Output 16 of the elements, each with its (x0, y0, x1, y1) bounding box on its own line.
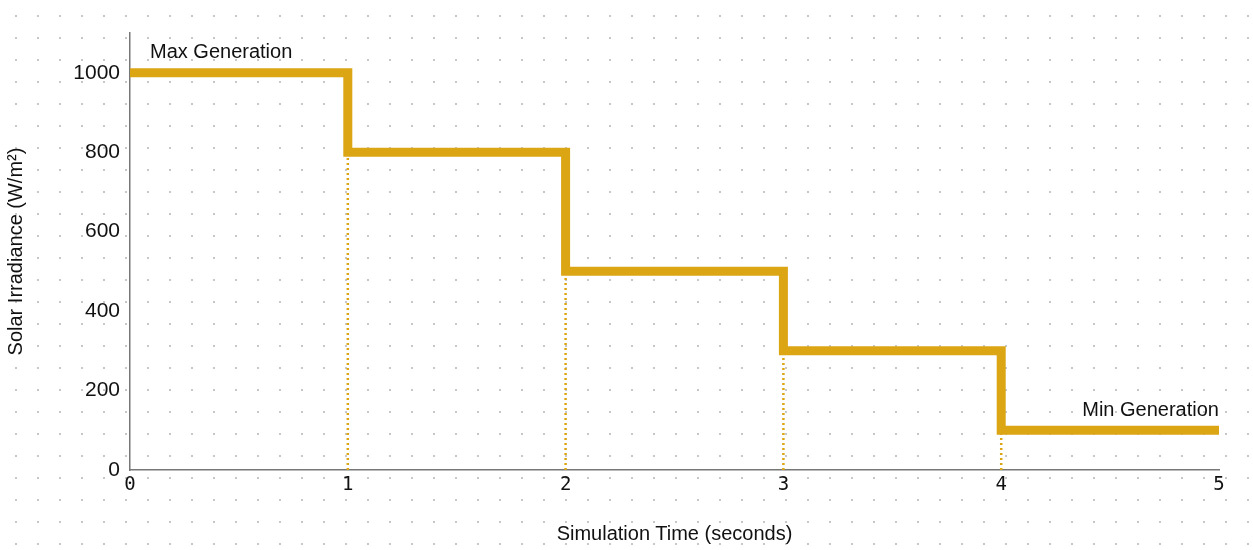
x-axis-title: Simulation Time (seconds) (556, 521, 793, 544)
x-tick-label: 3 (777, 472, 790, 495)
y-tick-label: 1000 (73, 59, 120, 83)
y-tick-label: 800 (84, 138, 120, 162)
y-axis-title: Solar Irradiance (W/m²) (3, 147, 26, 356)
annotation: Max Generation (150, 40, 293, 63)
x-tick-label: 2 (559, 472, 572, 495)
y-tick-label: 0 (108, 456, 120, 480)
y-tick-label: 200 (84, 377, 120, 401)
x-tick-label: 4 (995, 472, 1007, 495)
annotation: Min Generation (1082, 397, 1219, 420)
y-tick-label: 600 (84, 218, 120, 242)
x-tick-label: 0 (124, 472, 136, 495)
x-tick-label: 1 (342, 472, 354, 495)
x-tick-label: 5 (1213, 472, 1225, 495)
y-tick-label: 400 (84, 297, 120, 321)
